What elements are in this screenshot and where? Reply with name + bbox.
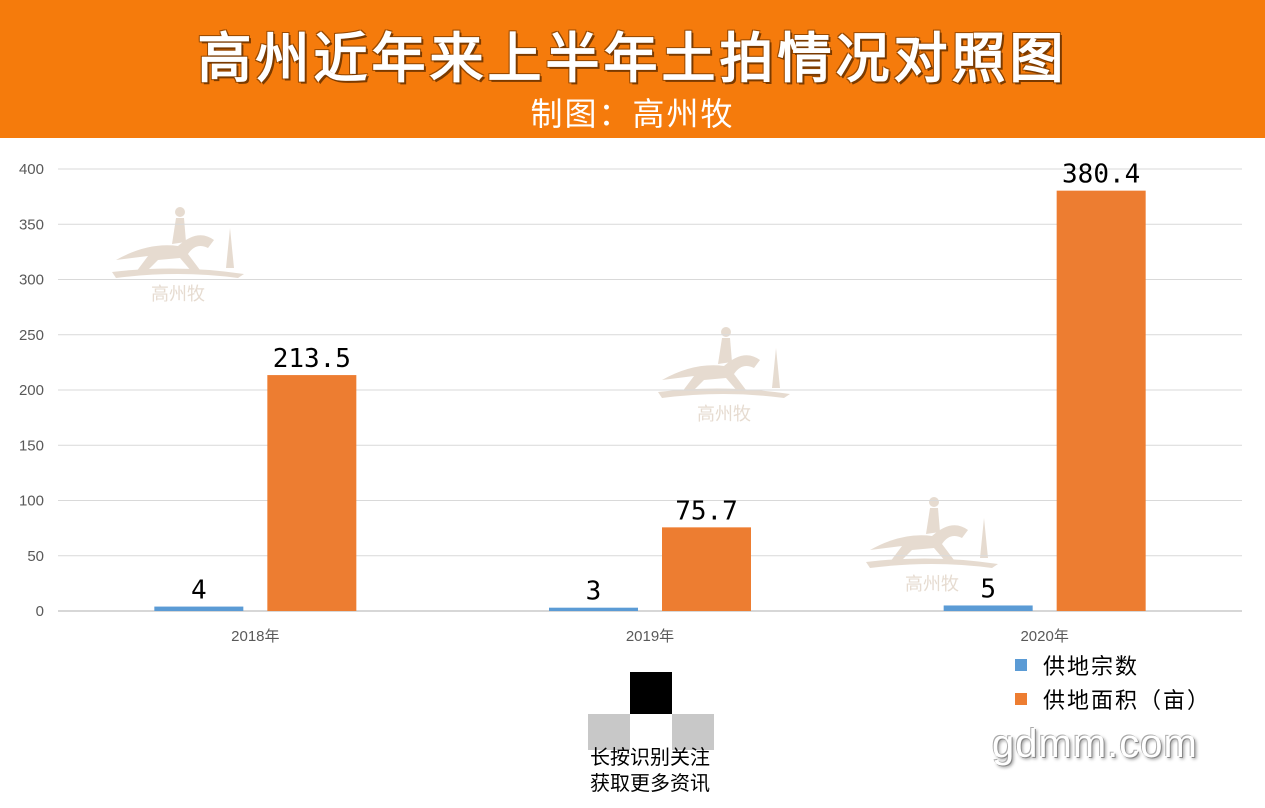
data-label: 213.5 [273,344,351,374]
logo-text: 高州牧 [905,574,959,595]
legend-item: 供地宗数 [1015,648,1211,682]
qr-caption-line: 获取更多资讯 [590,771,710,795]
logo-text: 高州牧 [151,284,205,305]
bars [154,190,1146,611]
horse-rider-logo-icon: 高州牧 [866,497,998,595]
legend-swatch-blue [1015,659,1027,671]
gridlines [58,168,1242,612]
legend-swatch-orange [1015,693,1027,705]
bar [943,605,1033,611]
y-tick-label: 0 [36,603,44,620]
y-tick-label: 350 [19,216,44,233]
data-label: 5 [980,574,996,604]
y-tick-label: 150 [19,437,44,454]
legend-label: 供地宗数 [1043,655,1140,680]
bar [154,606,244,611]
legend-label: 供地面积（亩） [1043,689,1212,714]
bar [267,375,357,611]
logo-text: 高州牧 [697,404,751,425]
x-tick-label: 2020年 [1020,628,1068,645]
legend-item: 供地面积（亩） [1015,682,1211,716]
chart-title: 高州近年来上半年土拍情况对照图 [197,27,1068,90]
qr-code-icon [588,672,714,750]
data-label: 75.7 [675,496,738,526]
horse-rider-logo-icon: 高州牧 [112,207,244,305]
data-label: 380.4 [1062,160,1140,190]
site-watermark: gdmm.com [992,722,1198,766]
y-tick-label: 200 [19,382,44,399]
data-labels: 4 213.5 3 75.7 5 380.4 [191,160,1140,607]
horse-rider-logo-icon: 高州牧 [658,327,790,425]
legend: 供地宗数 供地面积（亩） [1015,648,1211,716]
y-axis: 0 50 100 150 200 250 300 350 400 [19,161,44,620]
y-tick-label: 400 [19,161,44,178]
bar [1056,190,1146,611]
x-tick-label: 2019年 [626,628,674,645]
y-tick-label: 300 [19,272,44,289]
x-axis: 2018年 2019年 2020年 [231,628,1069,645]
qr-caption: 长按识别关注 获取更多资讯 [560,744,740,796]
y-tick-label: 250 [19,327,44,344]
y-tick-label: 50 [27,548,44,565]
data-label: 4 [191,576,207,606]
header-banner: 高州近年来上半年土拍情况对照图 制图：高州牧 [0,0,1265,138]
data-label: 3 [586,577,602,607]
qr-caption-line: 长按识别关注 [590,745,710,769]
y-tick-label: 100 [19,493,44,510]
x-tick-label: 2018年 [231,628,279,645]
chart-subtitle: 制图：高州牧 [530,95,735,133]
bar [662,527,751,611]
bar [549,607,638,611]
